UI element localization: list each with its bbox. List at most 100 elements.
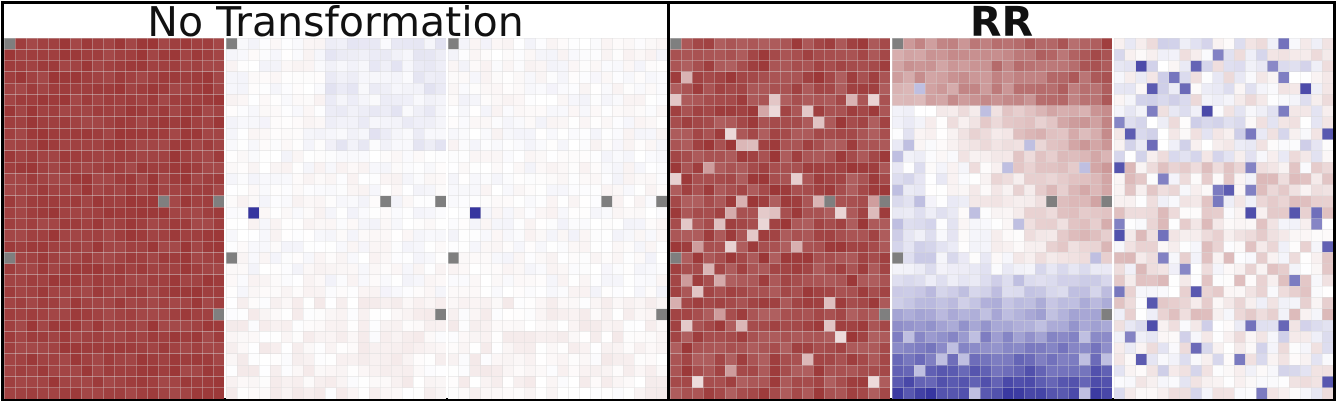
heatmap-cell: [590, 161, 602, 174]
heatmap-cell: [1067, 229, 1080, 242]
heatmap-cell: [1168, 319, 1180, 332]
heatmap-cell: [1023, 105, 1036, 118]
heatmap-cell: [236, 49, 249, 61]
heatmap-cell: [601, 116, 613, 129]
heatmap-cell: [812, 195, 825, 208]
heatmap-cell: [335, 116, 348, 129]
heatmap-cell: [157, 49, 170, 61]
heatmap-cell: [491, 150, 503, 163]
heatmap-cell: [423, 71, 436, 84]
heatmap-cell: [801, 376, 814, 388]
heatmap-cell: [834, 71, 847, 84]
heatmap-cell: [633, 161, 646, 174]
heatmap-cell: [291, 353, 304, 366]
heatmap-cell: [1056, 353, 1069, 366]
heatmap-cell: [335, 218, 348, 230]
heatmap-cell: [291, 331, 304, 343]
heatmap-cell: [135, 38, 148, 50]
heatmap-cell: [990, 94, 1003, 106]
heatmap-cell: [1299, 240, 1312, 253]
heatmap-cell: [1190, 252, 1202, 264]
heatmap-cell: [702, 82, 715, 95]
heatmap-cell: [113, 105, 126, 118]
heatmap-cell: [212, 184, 224, 197]
heatmap-cell: [1234, 274, 1246, 287]
heatmap-cell: [212, 229, 224, 242]
heatmap-cell: [979, 105, 992, 118]
heatmap-cell: [1135, 229, 1148, 242]
heatmap-cell: [1146, 139, 1158, 151]
heatmap-cell: [69, 297, 82, 309]
heatmap-cell: [957, 319, 970, 332]
heatmap-cell: [579, 60, 591, 73]
heatmap-cell: [557, 229, 569, 242]
heatmap-cell: [458, 139, 471, 151]
heatmap-cell: [1135, 184, 1148, 197]
heatmap-cell: [346, 319, 359, 332]
heatmap-cell: [423, 116, 436, 129]
heatmap-cell: [1212, 229, 1224, 242]
heatmap-cell: [546, 195, 558, 208]
heatmap-cell: [1001, 252, 1014, 264]
heatmap-cell: [1168, 297, 1180, 309]
heatmap-cell: [124, 207, 137, 219]
heatmap-cell: [1212, 387, 1224, 399]
heatmap-cell: [102, 308, 115, 321]
heatmap-cell: [1001, 286, 1014, 298]
heatmap-cell: [1135, 71, 1148, 84]
heatmap-cell: [1179, 82, 1191, 95]
heatmap-cell: [1179, 297, 1191, 309]
heatmap-cell: [546, 263, 558, 276]
heatmap-cell: [1245, 319, 1257, 332]
heatmap-cell: [1310, 319, 1323, 332]
heatmap-cell: [201, 274, 214, 287]
heatmap-cell: [157, 105, 170, 118]
heatmap-cell: [902, 286, 915, 298]
heatmap-cell: [655, 252, 667, 264]
heatmap-cell: [757, 353, 770, 366]
heatmap-cell: [670, 353, 682, 366]
heatmap-cell: [691, 218, 704, 230]
heatmap-cell: [746, 161, 759, 174]
heatmap-cell: [201, 128, 214, 140]
heatmap-cell: [25, 263, 38, 276]
heatmap-cell: [146, 308, 159, 321]
heatmap-cell: [412, 105, 425, 118]
heatmap-cell: [390, 376, 403, 388]
heatmap-cell: [878, 387, 890, 399]
heatmap-cell: [968, 150, 981, 163]
heatmap-cell: [702, 150, 715, 163]
heatmap-cell: [1299, 207, 1312, 219]
heatmap-cell: [1179, 252, 1191, 264]
heatmap-cell: [102, 173, 115, 185]
heatmap-cell: [579, 297, 591, 309]
heatmap-cell: [601, 319, 613, 332]
heatmap-cell: [1067, 297, 1080, 309]
heatmap-cell: [434, 331, 446, 343]
heatmap-cell: [502, 207, 514, 219]
heatmap-cell: [768, 263, 781, 276]
heatmap-cell: [655, 94, 667, 106]
heatmap-cell: [190, 286, 203, 298]
heatmap-cell: [801, 184, 814, 197]
heatmap-cell: [633, 286, 646, 298]
heatmap-cell: [1067, 38, 1080, 50]
heatmap-cell: [902, 376, 915, 388]
heatmap-cell: [368, 184, 381, 197]
heatmap-cell: [1289, 82, 1301, 95]
heatmap-cell: [513, 229, 525, 242]
heatmap-cell: [135, 364, 148, 377]
heatmap-cell: [91, 207, 104, 219]
heatmap-cell: [1124, 71, 1137, 84]
heatmap-cell: [401, 263, 414, 276]
heatmap-cell: [91, 263, 104, 276]
heatmap-cell: [458, 364, 471, 377]
heatmap-cell: [1245, 139, 1257, 151]
heatmap-cell: [58, 353, 71, 366]
heatmap-cell: [834, 116, 847, 129]
heatmap-cell: [434, 60, 446, 73]
heatmap-cell: [946, 286, 959, 298]
heatmap-cell: [867, 49, 880, 61]
heatmap-cell: [633, 353, 646, 366]
heatmap-cell: [524, 161, 536, 174]
